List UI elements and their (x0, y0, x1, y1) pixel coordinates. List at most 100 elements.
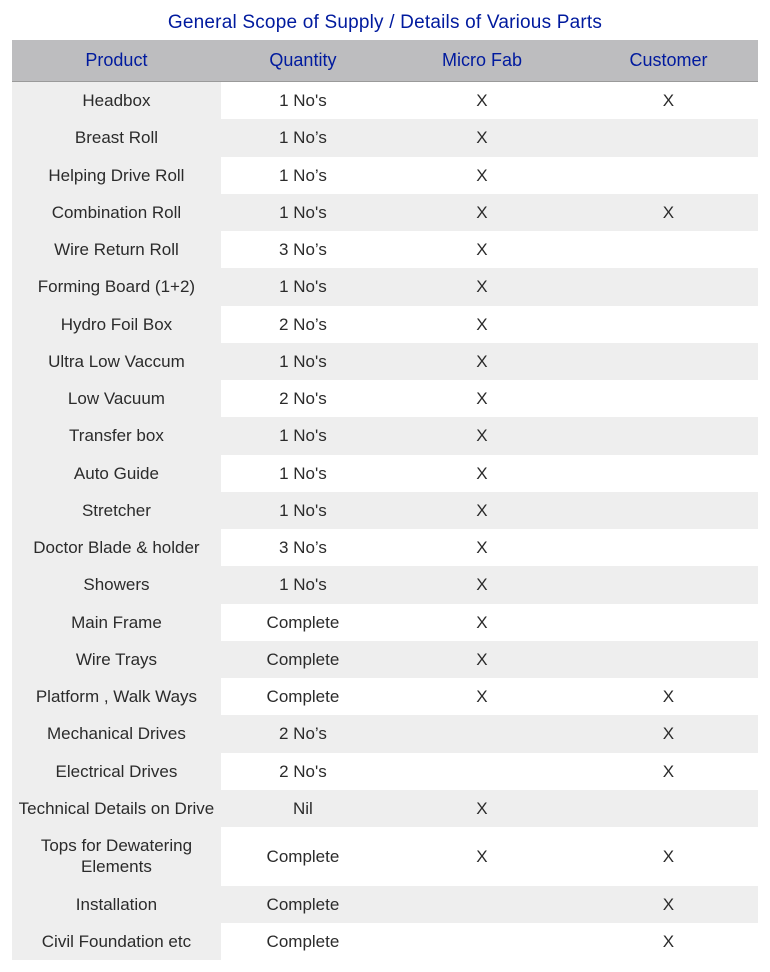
cell-customer (579, 231, 758, 268)
cell-customer: X (579, 827, 758, 886)
table-row: Wire Return Roll3 No’sX (12, 231, 758, 268)
cell-customer (579, 604, 758, 641)
cell-micro_fab: X (385, 119, 579, 156)
table-row: Main FrameCompleteX (12, 604, 758, 641)
cell-customer (579, 119, 758, 156)
cell-micro_fab: X (385, 417, 579, 454)
cell-product: Combination Roll (12, 194, 221, 231)
cell-product: Wire Return Roll (12, 231, 221, 268)
cell-micro_fab: X (385, 566, 579, 603)
cell-customer (579, 492, 758, 529)
table-row: Doctor Blade & holder3 No’sX (12, 529, 758, 566)
cell-product: Ultra Low Vaccum (12, 343, 221, 380)
cell-quantity: 2 No’s (221, 306, 385, 343)
cell-product: Tops for Dewatering Elements (12, 827, 221, 886)
col-customer: Customer (579, 40, 758, 82)
cell-micro_fab: X (385, 604, 579, 641)
table-row: Tops for Dewatering ElementsCompleteXX (12, 827, 758, 886)
cell-micro_fab: X (385, 343, 579, 380)
header-row: Product Quantity Micro Fab Customer (12, 40, 758, 82)
col-quantity: Quantity (221, 40, 385, 82)
cell-product: Mechanical Drives (12, 715, 221, 752)
cell-customer (579, 268, 758, 305)
table-row: Platform , Walk WaysCompleteXX (12, 678, 758, 715)
cell-product: Installation (12, 886, 221, 923)
cell-product: Helping Drive Roll (12, 157, 221, 194)
cell-micro_fab: X (385, 492, 579, 529)
cell-product: Forming Board (1+2) (12, 268, 221, 305)
cell-quantity: 1 No's (221, 82, 385, 120)
col-product: Product (12, 40, 221, 82)
cell-quantity: 1 No's (221, 417, 385, 454)
cell-micro_fab: X (385, 157, 579, 194)
cell-product: Technical Details on Drive (12, 790, 221, 827)
cell-customer: X (579, 194, 758, 231)
cell-micro_fab: X (385, 82, 579, 120)
cell-quantity: 1 No’s (221, 157, 385, 194)
cell-product: Low Vacuum (12, 380, 221, 417)
table-row: Ultra Low Vaccum1 No'sX (12, 343, 758, 380)
table-row: Low Vacuum2 No'sX (12, 380, 758, 417)
table-row: Helping Drive Roll1 No’sX (12, 157, 758, 194)
cell-product: Auto Guide (12, 455, 221, 492)
cell-micro_fab (385, 753, 579, 790)
cell-micro_fab: X (385, 529, 579, 566)
cell-quantity: Complete (221, 827, 385, 886)
cell-micro_fab: X (385, 455, 579, 492)
cell-micro_fab: X (385, 380, 579, 417)
table-row: Hydro Foil Box2 No’sX (12, 306, 758, 343)
table-row: Wire TraysCompleteX (12, 641, 758, 678)
cell-quantity: 1 No's (221, 566, 385, 603)
cell-micro_fab: X (385, 678, 579, 715)
cell-customer (579, 343, 758, 380)
cell-quantity: 3 No’s (221, 231, 385, 268)
cell-quantity: 1 No's (221, 343, 385, 380)
cell-micro_fab: X (385, 827, 579, 886)
cell-quantity: Complete (221, 886, 385, 923)
cell-customer (579, 417, 758, 454)
cell-customer (579, 529, 758, 566)
cell-product: Electrical Drives (12, 753, 221, 790)
cell-customer (579, 790, 758, 827)
cell-product: Civil Foundation etc (12, 923, 221, 960)
cell-product: Showers (12, 566, 221, 603)
table-row: Transfer box1 No'sX (12, 417, 758, 454)
cell-customer: X (579, 82, 758, 120)
table-row: Forming Board (1+2)1 No'sX (12, 268, 758, 305)
cell-customer (579, 641, 758, 678)
cell-quantity: 1 No's (221, 455, 385, 492)
cell-customer: X (579, 678, 758, 715)
cell-customer (579, 380, 758, 417)
cell-micro_fab: X (385, 790, 579, 827)
table-row: Electrical Drives2 No'sX (12, 753, 758, 790)
table-row: Showers1 No'sX (12, 566, 758, 603)
cell-quantity: 1 No's (221, 194, 385, 231)
cell-micro_fab: X (385, 268, 579, 305)
cell-product: Stretcher (12, 492, 221, 529)
table-row: Combination Roll1 No'sXX (12, 194, 758, 231)
cell-quantity: 1 No’s (221, 119, 385, 156)
cell-customer: X (579, 715, 758, 752)
cell-quantity: Nil (221, 790, 385, 827)
cell-customer (579, 306, 758, 343)
cell-product: Platform , Walk Ways (12, 678, 221, 715)
cell-product: Transfer box (12, 417, 221, 454)
cell-micro_fab (385, 923, 579, 960)
cell-quantity: 2 No's (221, 380, 385, 417)
table-row: Stretcher1 No'sX (12, 492, 758, 529)
cell-customer (579, 566, 758, 603)
cell-customer (579, 157, 758, 194)
cell-micro_fab (385, 715, 579, 752)
cell-customer: X (579, 753, 758, 790)
table-row: InstallationComplete X (12, 886, 758, 923)
cell-micro_fab: X (385, 231, 579, 268)
cell-product: Hydro Foil Box (12, 306, 221, 343)
cell-micro_fab: X (385, 641, 579, 678)
cell-micro_fab: X (385, 306, 579, 343)
cell-customer: X (579, 886, 758, 923)
cell-product: Wire Trays (12, 641, 221, 678)
cell-quantity: Complete (221, 678, 385, 715)
cell-quantity: Complete (221, 923, 385, 960)
table-row: Auto Guide1 No'sX (12, 455, 758, 492)
table-row: Technical Details on DriveNilX (12, 790, 758, 827)
